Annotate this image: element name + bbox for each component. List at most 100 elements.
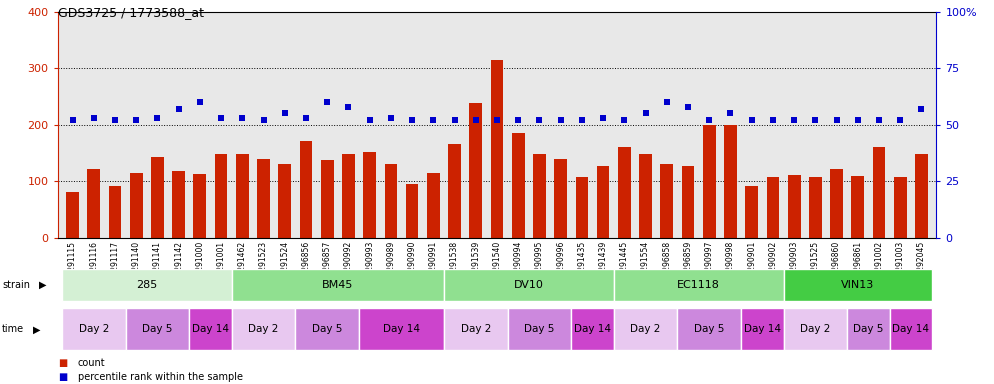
Bar xyxy=(890,308,932,351)
Point xyxy=(468,117,484,123)
Bar xyxy=(847,308,890,351)
Point xyxy=(913,106,929,112)
Point xyxy=(298,115,314,121)
Point xyxy=(850,117,866,123)
Point xyxy=(680,104,696,110)
Point xyxy=(659,99,675,105)
Text: ▶: ▶ xyxy=(39,280,47,290)
Text: count: count xyxy=(78,358,105,368)
Text: Day 5: Day 5 xyxy=(853,324,884,334)
Point xyxy=(192,99,208,105)
Bar xyxy=(321,160,334,238)
Bar xyxy=(62,308,125,351)
Text: Day 5: Day 5 xyxy=(142,324,173,334)
Text: BM45: BM45 xyxy=(322,280,354,290)
Text: Day 14: Day 14 xyxy=(893,324,929,334)
Bar xyxy=(809,177,822,238)
Bar xyxy=(125,308,189,351)
Bar xyxy=(232,308,295,351)
Bar xyxy=(512,133,525,238)
Text: Day 5: Day 5 xyxy=(312,324,342,334)
Bar xyxy=(448,144,461,238)
Point xyxy=(807,117,823,123)
Text: Day 2: Day 2 xyxy=(460,324,491,334)
Bar xyxy=(444,270,613,301)
Bar xyxy=(299,141,312,238)
Bar xyxy=(852,176,864,238)
Point xyxy=(510,117,526,123)
Point xyxy=(893,117,909,123)
Bar xyxy=(660,164,673,238)
Bar xyxy=(682,166,695,238)
Bar xyxy=(915,154,927,238)
Point xyxy=(149,115,165,121)
Point xyxy=(276,111,292,117)
Bar xyxy=(215,154,228,238)
Point xyxy=(425,117,441,123)
Bar xyxy=(130,173,142,238)
Bar xyxy=(618,147,631,238)
Point xyxy=(65,117,81,123)
Bar xyxy=(385,164,398,238)
Bar xyxy=(491,60,503,238)
Text: ■: ■ xyxy=(58,372,67,382)
Text: VIN13: VIN13 xyxy=(841,280,875,290)
Point xyxy=(255,117,271,123)
Bar xyxy=(444,308,508,351)
Point xyxy=(341,104,357,110)
Text: DV10: DV10 xyxy=(514,280,544,290)
Bar xyxy=(172,171,185,238)
Bar xyxy=(639,154,652,238)
Point xyxy=(128,117,144,123)
Bar xyxy=(257,159,270,238)
Bar xyxy=(67,192,79,238)
Bar xyxy=(363,152,376,238)
Text: EC1118: EC1118 xyxy=(677,280,720,290)
Text: Day 14: Day 14 xyxy=(744,324,781,334)
Text: percentile rank within the sample: percentile rank within the sample xyxy=(78,372,243,382)
Text: ▶: ▶ xyxy=(33,324,41,334)
Bar xyxy=(278,164,291,238)
Point xyxy=(574,117,589,123)
Bar xyxy=(830,169,843,238)
Point xyxy=(85,115,101,121)
Text: Day 14: Day 14 xyxy=(383,324,420,334)
Point xyxy=(786,117,802,123)
Point xyxy=(489,117,505,123)
Point xyxy=(532,117,548,123)
Point xyxy=(383,115,399,121)
Bar xyxy=(894,177,907,238)
Bar xyxy=(508,308,572,351)
Bar xyxy=(342,154,355,238)
Bar xyxy=(295,308,359,351)
Text: GDS3725 / 1773588_at: GDS3725 / 1773588_at xyxy=(58,6,204,19)
Point xyxy=(405,117,420,123)
Bar xyxy=(703,125,716,238)
Point xyxy=(213,115,229,121)
Bar xyxy=(555,159,567,238)
Bar xyxy=(236,154,248,238)
Point xyxy=(744,117,759,123)
Bar xyxy=(572,308,613,351)
Bar xyxy=(746,186,758,238)
Bar xyxy=(406,184,418,238)
Point xyxy=(107,117,123,123)
Point xyxy=(235,115,250,121)
Text: Day 5: Day 5 xyxy=(694,324,725,334)
Bar xyxy=(596,166,609,238)
Text: strain: strain xyxy=(2,280,30,290)
Text: 285: 285 xyxy=(136,280,157,290)
Point xyxy=(362,117,378,123)
Bar xyxy=(62,270,232,301)
Point xyxy=(319,99,335,105)
Bar xyxy=(189,308,232,351)
Text: Day 2: Day 2 xyxy=(800,324,831,334)
Point xyxy=(829,117,845,123)
Text: Day 5: Day 5 xyxy=(524,324,555,334)
Bar xyxy=(232,270,444,301)
Bar xyxy=(873,147,886,238)
Bar xyxy=(742,308,783,351)
Bar xyxy=(783,308,847,351)
Point xyxy=(871,117,887,123)
Bar xyxy=(151,157,164,238)
